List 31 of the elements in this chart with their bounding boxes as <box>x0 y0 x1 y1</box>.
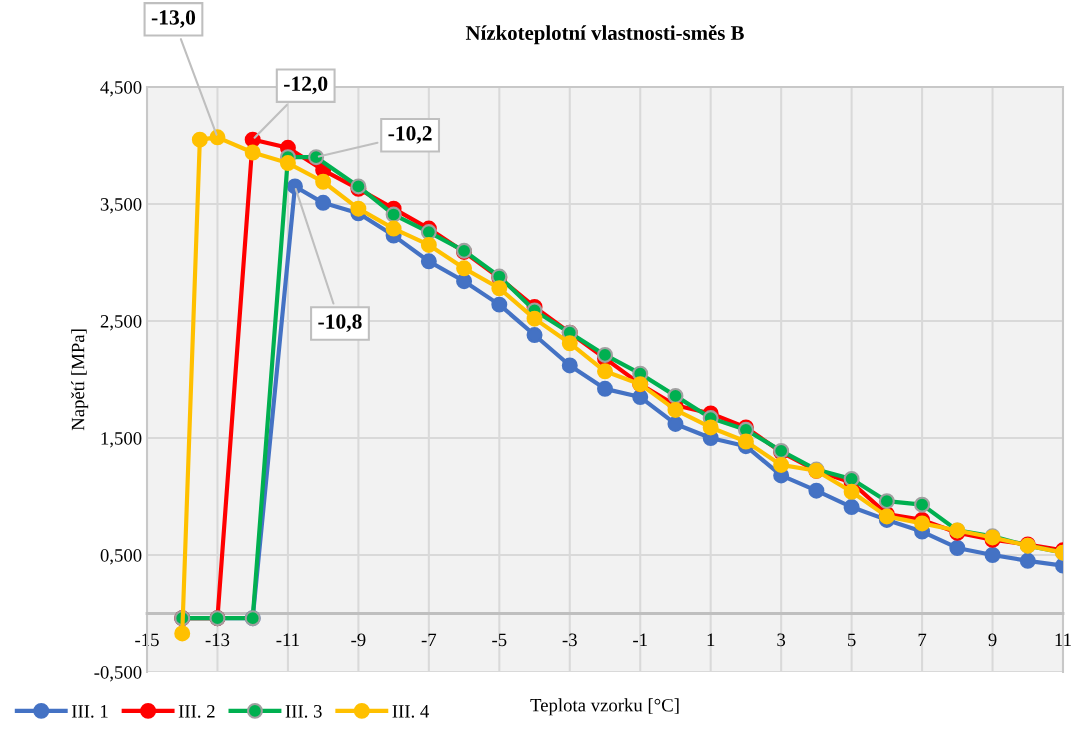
x-tick-label: -13 <box>205 633 230 647</box>
x-axis-title: Teplota vzorku [°C] <box>530 698 679 716</box>
x-tick-label: -15 <box>135 633 159 647</box>
x-tick-label: -3 <box>562 633 577 647</box>
x-tick-label: 3 <box>777 633 786 647</box>
legend-label: III. 1 <box>71 705 108 718</box>
x-tick-label: -9 <box>351 633 366 647</box>
legend-label: III. 3 <box>285 705 322 718</box>
legend-label: III. 2 <box>178 705 215 718</box>
annotation: -10,8 <box>318 314 362 332</box>
annotation: -13,0 <box>151 10 196 28</box>
legend-label: III. 4 <box>392 705 429 718</box>
x-tick-label: -1 <box>633 633 647 646</box>
y-tick-label: 2,500 <box>100 315 142 331</box>
y-tick-label: 0,500 <box>100 549 142 565</box>
y-tick-label: 4,500 <box>100 81 142 97</box>
chart-title: Nízkoteplotní vlastnosti-směs B <box>465 25 744 45</box>
x-tick-label: 11 <box>1055 633 1071 646</box>
y-tick-label: 1,500 <box>101 432 142 448</box>
y-tick-label: -0,500 <box>94 666 142 682</box>
x-tick-label: -7 <box>421 633 437 646</box>
annotation: -12,0 <box>284 76 328 95</box>
x-tick-label: -5 <box>492 633 507 647</box>
y-tick-label: 3,500 <box>100 198 142 214</box>
x-tick-label: 1 <box>707 633 715 646</box>
annotation: -10,2 <box>388 126 432 144</box>
x-tick-label: 9 <box>988 633 997 647</box>
x-tick-label: 7 <box>918 633 927 646</box>
y-axis-title: Napětí [MPa] <box>71 329 89 431</box>
x-tick-label: 5 <box>848 633 856 647</box>
x-tick-label: -11 <box>276 633 299 646</box>
